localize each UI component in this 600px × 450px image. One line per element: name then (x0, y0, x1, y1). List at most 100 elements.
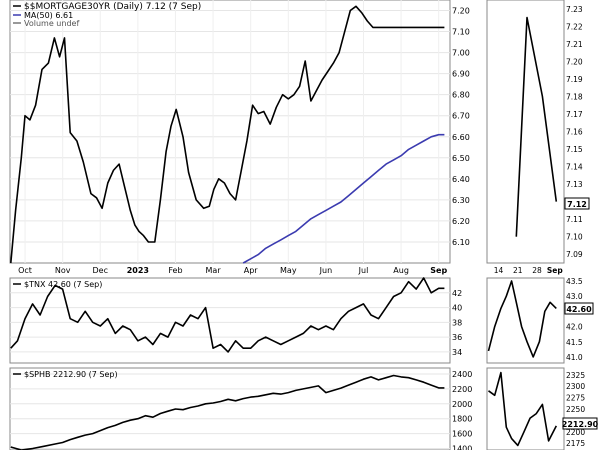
y-tick-label: 2300 (566, 382, 585, 391)
y-tick-label: 6.50 (452, 154, 470, 163)
y-tick-label: 7.14 (566, 163, 583, 172)
sphb-y-ticks: 1400 1600 1800 2000 2200 2400 (452, 370, 472, 450)
main-zoom-series (515, 16, 558, 237)
main-panel-frame (9, 0, 451, 264)
y-tick-label: 41.5 (566, 338, 583, 347)
sphb-legend: $SPHB 2212.90 (7 Sep) (13, 370, 118, 379)
x-tick-label: Jun (319, 266, 333, 275)
x-tick-label: 2023 (127, 266, 149, 275)
y-tick-label: 7.11 (566, 215, 583, 224)
y-tick-label: 2250 (566, 405, 585, 414)
main-series (10, 5, 445, 264)
y-tick-label: 6.80 (452, 91, 470, 100)
x-tick-label: 28 (532, 266, 542, 275)
y-tick-label: 2175 (566, 439, 585, 448)
legend-ma50-label: MA(50) 6.61 (24, 11, 73, 20)
y-tick-label: 7.10 (452, 28, 470, 37)
y-tick-label: 40 (452, 304, 462, 313)
y-tick-label: 43.5 (566, 277, 583, 286)
y-tick-label: 6.20 (452, 217, 470, 226)
legend-tnx-label: $TNX 42.60 (7 Sep) (24, 280, 102, 289)
y-tick-label: 42 (452, 289, 462, 298)
y-tick-label: 7.15 (566, 145, 583, 154)
sphb-zoom-last-value: 2212.90 (562, 417, 599, 430)
series-line-ma50 (242, 133, 445, 264)
tnx-series (10, 277, 445, 353)
tnx-panel-frame (9, 277, 451, 364)
panel-frames (9, 0, 565, 450)
y-tick-label: 7.20 (452, 7, 470, 16)
y-tick-label: 1600 (452, 430, 472, 439)
y-tick-label: 7.19 (566, 75, 583, 84)
legend-sphb-label: $SPHB 2212.90 (7 Sep) (24, 370, 118, 379)
x-tick-label: Jul (358, 266, 369, 275)
y-tick-label: 38 (452, 318, 462, 327)
main-zoom-y-ticks: 7.097.107.117.127.137.147.157.167.177.18… (566, 5, 583, 259)
y-tick-label: 41.0 (566, 353, 583, 362)
x-tick-label: 14 (494, 266, 504, 275)
y-tick-label: 7.10 (566, 233, 583, 242)
y-tick-label: 2200 (452, 385, 472, 394)
y-tick-label: 7.00 (452, 49, 470, 58)
x-tick-label: Oct (18, 266, 32, 275)
y-tick-label: 7.18 (566, 92, 583, 101)
main-grid (10, 0, 450, 263)
tnx-grid (10, 292, 450, 353)
x-tick-label: Nov (55, 266, 71, 275)
sphb-grid (10, 373, 450, 450)
series-line-tnx_zoom (487, 280, 557, 358)
tnx-legend: $TNX 42.60 (7 Sep) (13, 280, 102, 289)
x-tick-label: Sep (547, 266, 563, 275)
y-tick-label: 7.22 (566, 22, 583, 31)
y-tick-label: 2325 (566, 371, 585, 380)
y-tick-label: 7.13 (566, 180, 583, 189)
sphb-zoom-series (488, 371, 558, 447)
y-tick-label: 42.0 (566, 323, 583, 332)
x-tick-label: May (280, 266, 297, 275)
y-tick-label: 7.17 (566, 110, 583, 119)
y-tick-label: 6.60 (452, 133, 470, 142)
y-tick-label: 6.10 (452, 238, 470, 247)
sphb-zoom-last-value-label: 2212.90 (562, 420, 599, 429)
sphb-zoom-y-ticks: 2175220022252250227523002325 (566, 371, 585, 448)
y-tick-label: 6.70 (452, 112, 470, 121)
y-tick-label: 6.40 (452, 175, 470, 184)
main-zoom-last-value-label: 7.12 (567, 200, 587, 209)
tnx-y-ticks: 34 36 38 40 42 (452, 289, 462, 357)
y-tick-label: 7.09 (566, 250, 583, 259)
x-tick-label: Mar (206, 266, 222, 275)
main-legend: $$MORTGAGE30YR (Daily) 7.12 (7 Sep) MA(5… (13, 2, 201, 28)
y-tick-label: 7.20 (566, 57, 583, 66)
y-tick-label: 7.21 (566, 40, 583, 49)
tnx-zoom-y-ticks: 41.041.542.042.543.043.5 (566, 277, 583, 362)
tnx-zoom-frame (486, 277, 565, 364)
y-tick-label: 6.30 (452, 196, 470, 205)
x-tick-label: Aug (393, 266, 409, 275)
x-tick-label: Sep (430, 266, 447, 275)
x-tick-label: 21 (513, 266, 523, 275)
legend-price-label: $$MORTGAGE30YR (Daily) 7.12 (7 Sep) (24, 2, 201, 12)
y-tick-label: 34 (452, 348, 462, 357)
y-tick-label: 2200 (566, 428, 585, 437)
x-tick-label: Apr (244, 266, 259, 275)
series-line-price (10, 5, 445, 264)
tnx-zoom-last-value-label: 42.60 (566, 305, 592, 314)
series-line-zoom (515, 16, 558, 237)
series-line-sphb (10, 374, 445, 450)
y-tick-label: 36 (452, 333, 462, 342)
y-tick-label: 7.16 (566, 128, 583, 137)
main-y-ticks: 6.10 6.20 6.30 6.40 6.50 6.60 6.70 6.80 6.90 7.00… (452, 7, 470, 247)
legend-volume-label: Volume undef (24, 19, 79, 28)
y-tick-label: 2000 (452, 400, 472, 409)
x-tick-label: Dec (93, 266, 108, 275)
x-tick-label: Feb (168, 266, 182, 275)
y-tick-label: 1800 (452, 415, 472, 424)
main-zoom-frame (486, 0, 565, 264)
y-tick-label: 2400 (452, 370, 472, 379)
y-tick-label: 6.90 (452, 70, 470, 79)
y-tick-label: 43.0 (566, 292, 583, 301)
sphb-panel-frame (9, 367, 451, 450)
sphb-zoom-frame (486, 367, 565, 450)
y-tick-label: 2275 (566, 394, 585, 403)
